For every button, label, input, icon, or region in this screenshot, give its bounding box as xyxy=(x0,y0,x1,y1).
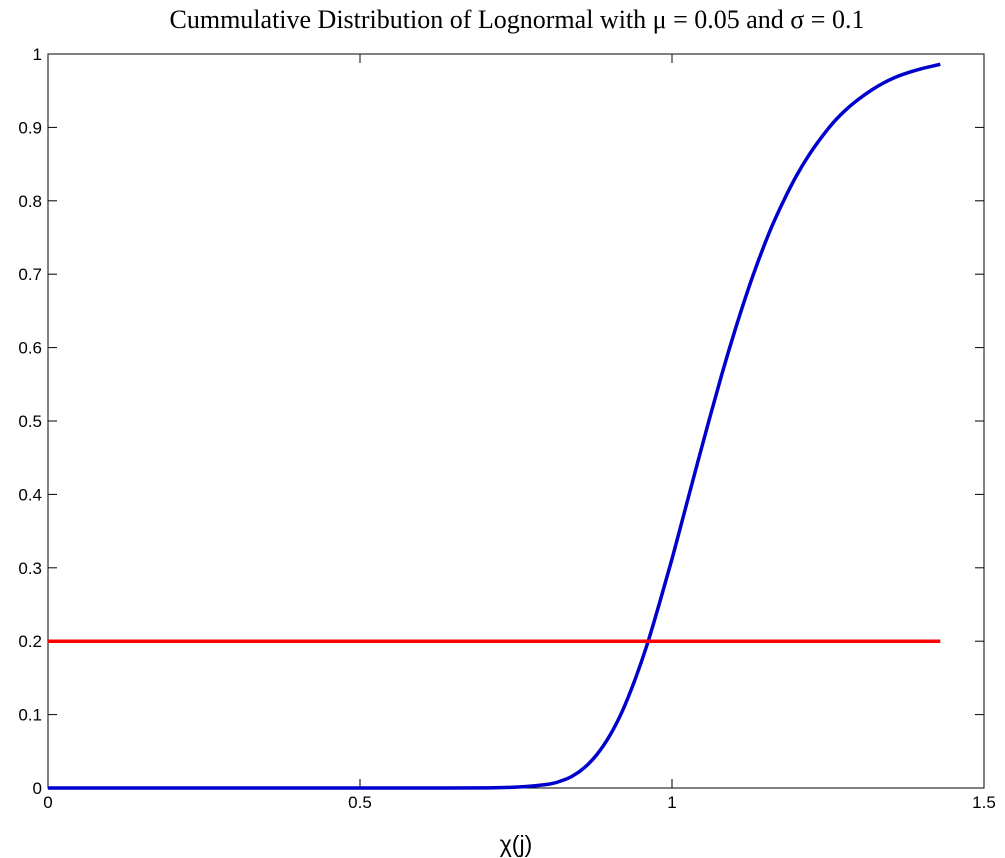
y-tick-label: 0.4 xyxy=(18,485,42,504)
y-tick-label: 0.2 xyxy=(18,632,42,651)
y-tick-label: 0.9 xyxy=(18,118,42,137)
x-tick-label: 0.5 xyxy=(348,793,372,812)
chart-title: Cummulative Distribution of Lognormal wi… xyxy=(170,5,865,34)
x-tick-label: 0 xyxy=(43,793,52,812)
y-tick-label: 0.6 xyxy=(18,339,42,358)
y-tick-label: 0.1 xyxy=(18,706,42,725)
x-tick-label: 1 xyxy=(667,793,676,812)
y-tick-label: 0.7 xyxy=(18,265,42,284)
axes-box xyxy=(47,53,985,789)
y-tick-label: 1 xyxy=(33,45,42,64)
plot-area: 0 0.1 0.2 0.3 0.4 0.5 0.6 0.7 0.8 0.9 1 0 0.5 1 1.5 xyxy=(18,45,995,812)
y-tick-label: 0 xyxy=(33,779,42,798)
cdf-curve xyxy=(48,62,941,790)
y-tick-label: 0.5 xyxy=(18,412,42,431)
x-axis-label: χ(j) xyxy=(500,831,533,857)
x-tick-label: 1.5 xyxy=(972,793,996,812)
y-tick-label: 0.3 xyxy=(18,559,42,578)
y-tick-label: 0.8 xyxy=(18,192,42,211)
